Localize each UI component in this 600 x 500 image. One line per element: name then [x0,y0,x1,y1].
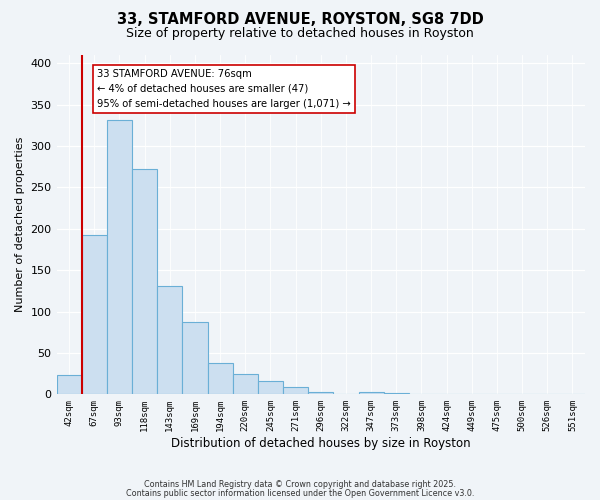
Bar [258,381,283,394]
X-axis label: Distribution of detached houses by size in Royston: Distribution of detached houses by size … [171,437,470,450]
Text: 33, STAMFORD AVENUE, ROYSTON, SG8 7DD: 33, STAMFORD AVENUE, ROYSTON, SG8 7DD [116,12,484,28]
Bar [82,234,107,394]
Bar [182,322,208,394]
Text: Size of property relative to detached houses in Royston: Size of property relative to detached ho… [126,28,474,40]
Bar [233,374,258,394]
Bar [383,392,409,394]
Bar [107,120,132,394]
Bar [157,286,182,395]
Bar [132,169,157,394]
Text: Contains HM Land Registry data © Crown copyright and database right 2025.: Contains HM Land Registry data © Crown c… [144,480,456,489]
Bar [283,387,308,394]
Bar [359,392,383,394]
Bar [308,392,334,394]
Y-axis label: Number of detached properties: Number of detached properties [15,137,25,312]
Bar [56,376,82,394]
Bar [208,363,233,394]
Text: 33 STAMFORD AVENUE: 76sqm
← 4% of detached houses are smaller (47)
95% of semi-d: 33 STAMFORD AVENUE: 76sqm ← 4% of detach… [97,69,350,108]
Text: Contains public sector information licensed under the Open Government Licence v3: Contains public sector information licen… [126,488,474,498]
